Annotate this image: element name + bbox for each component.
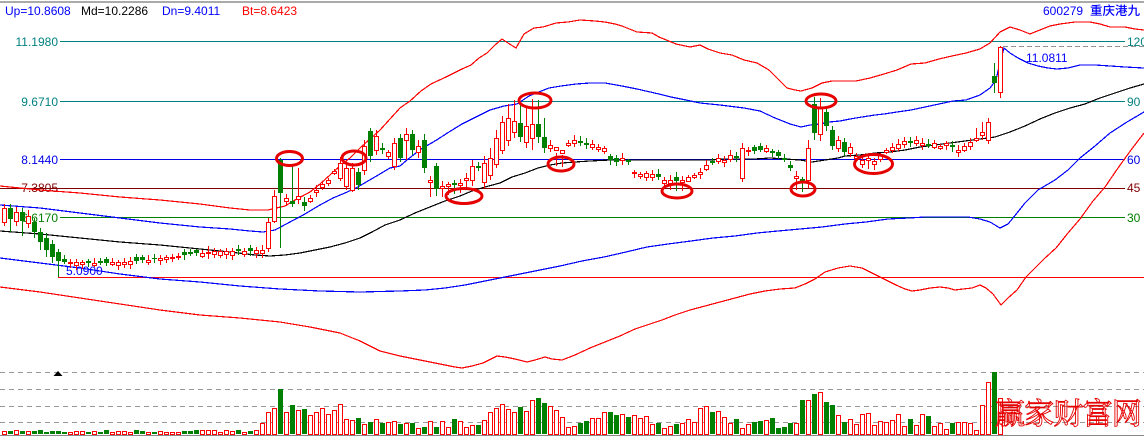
svg-text:9.6710: 9.6710 <box>21 95 58 109</box>
svg-text:7.3805: 7.3805 <box>21 181 58 195</box>
svg-text:11.0811: 11.0811 <box>1026 51 1068 65</box>
svg-text:Bt=8.6423: Bt=8.6423 <box>242 4 297 18</box>
svg-text:Dn=9.4011: Dn=9.4011 <box>162 4 220 18</box>
svg-text:8.1440: 8.1440 <box>21 153 58 167</box>
svg-text:600279: 600279 <box>1043 4 1083 18</box>
svg-text:11.1980: 11.1980 <box>16 35 59 49</box>
svg-text:60: 60 <box>1127 153 1141 167</box>
svg-text:30: 30 <box>1127 211 1141 225</box>
svg-text:Up=10.8608: Up=10.8608 <box>5 4 71 18</box>
svg-text:45: 45 <box>1127 181 1141 195</box>
svg-text:120: 120 <box>1127 35 1144 49</box>
svg-text:Md=10.2286: Md=10.2286 <box>81 4 148 18</box>
svg-text:90: 90 <box>1127 95 1141 109</box>
